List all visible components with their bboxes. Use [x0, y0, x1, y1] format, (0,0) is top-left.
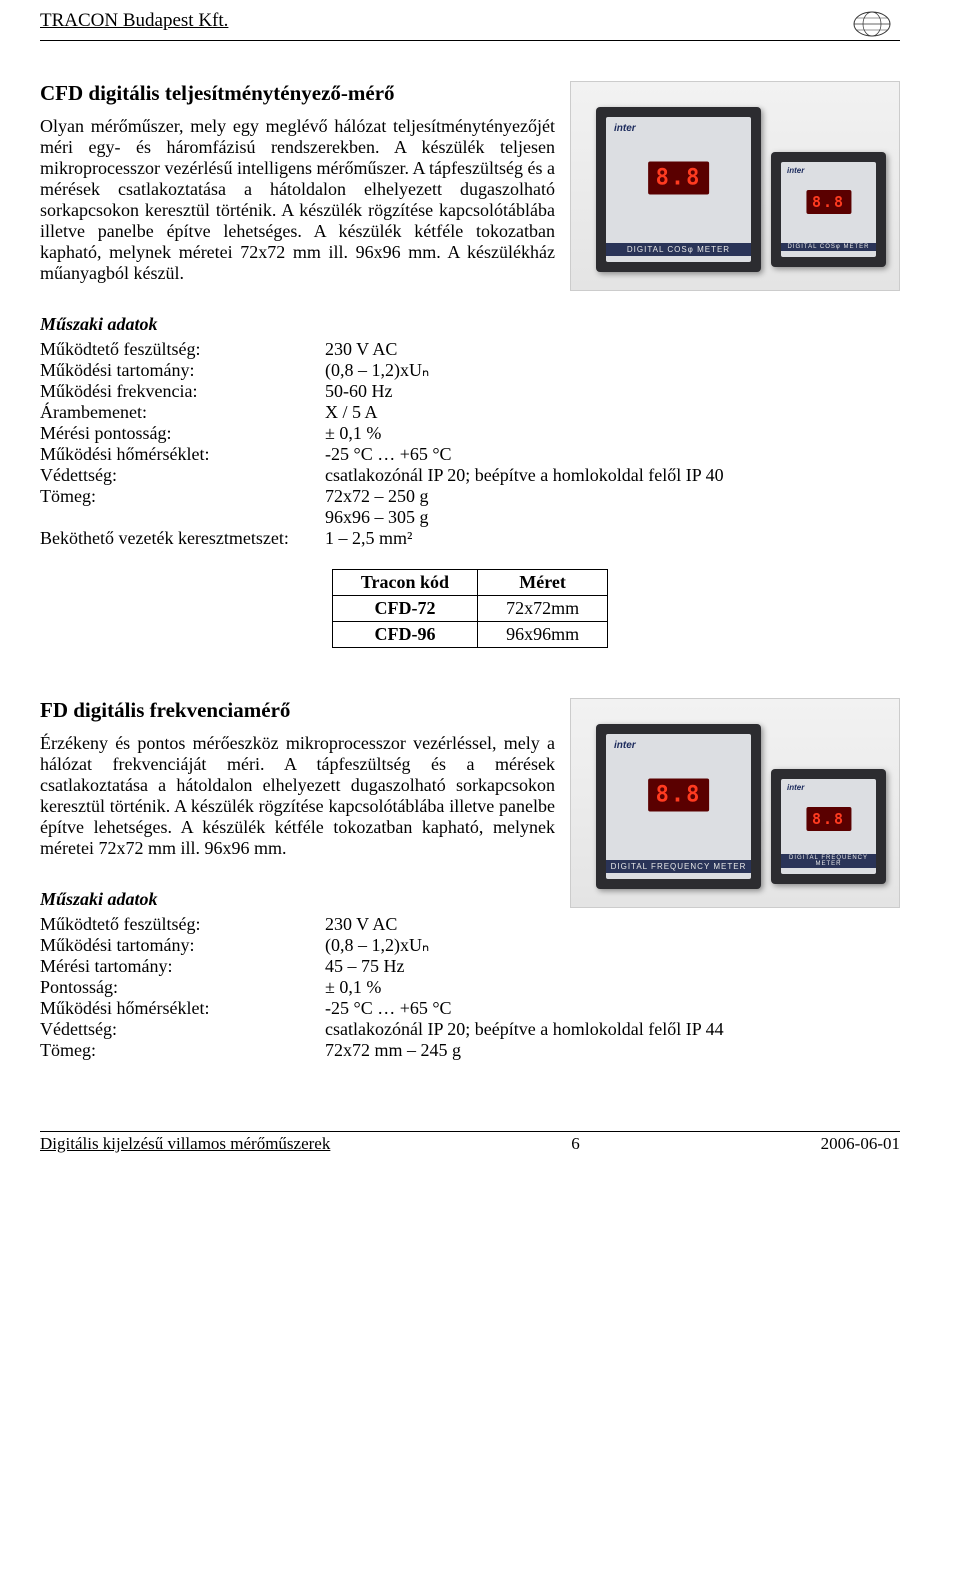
spec-row: Védettség:csatlakozónál IP 20; beépítve …: [40, 1019, 900, 1040]
spec-row: Működési frekvencia:50-60 Hz: [40, 381, 900, 402]
device-brand-label: inter: [614, 123, 636, 134]
section-cfd: inter 8.8 DIGITAL COSφ METER inter 8.8 D…: [40, 81, 900, 648]
spec-list-cfd: Működtető feszültség:230 V ACMűködési ta…: [40, 339, 900, 549]
spec-value: 72x72 – 250 g: [325, 486, 900, 507]
device-display-large: 8.8: [648, 778, 710, 811]
device-brand-label: inter: [787, 166, 804, 175]
device-strip-label: DIGITAL COSφ METER: [606, 243, 751, 256]
company-logo: [850, 10, 900, 40]
spec-row: Árambemenet:X / 5 A: [40, 402, 900, 423]
spec-row: Mérési pontosság:± 0,1 %: [40, 423, 900, 444]
spec-row: Védettség:csatlakozónál IP 20; beépítve …: [40, 465, 900, 486]
spec-row: Működtető feszültség:230 V AC: [40, 339, 900, 360]
device-brand-label: inter: [614, 740, 636, 751]
spec-key: Működtető feszültség:: [40, 914, 325, 935]
spec-value: 230 V AC: [325, 339, 900, 360]
product-image-cfd: inter 8.8 DIGITAL COSφ METER inter 8.8 D…: [570, 81, 900, 291]
footer-date: 2006-06-01: [821, 1134, 900, 1154]
spec-key: Védettség:: [40, 1019, 325, 1040]
spec-row: Beköthető vezeték keresztmetszet:1 – 2,5…: [40, 528, 900, 549]
page-footer: Digitális kijelzésű villamos mérőműszere…: [40, 1131, 900, 1154]
spec-key: Tömeg:: [40, 1040, 325, 1061]
product-image-fd: inter 8.8 DIGITAL FREQUENCY METER inter …: [570, 698, 900, 908]
spec-value: 230 V AC: [325, 914, 555, 935]
spec-value: 96x96 – 305 g: [325, 507, 900, 528]
spec-row: Működtető feszültség:230 V AC: [40, 914, 555, 935]
spec-value: csatlakozónál IP 20; beépítve a homlokol…: [325, 465, 900, 486]
spec-row: Pontosság:± 0,1 %: [40, 977, 900, 998]
device-display-small: 8.8: [806, 190, 851, 214]
codes-table: Tracon kódMéretCFD-7272x72mmCFD-9696x96m…: [332, 569, 608, 648]
spec-key: Működtető feszültség:: [40, 339, 325, 360]
spec-key: Mérési pontosság:: [40, 423, 325, 444]
device-strip-label: DIGITAL FREQUENCY METER: [781, 854, 876, 868]
table-cell: 72x72mm: [478, 596, 608, 622]
spec-row: Tömeg:72x72 mm – 245 g: [40, 1040, 900, 1061]
spec-value: csatlakozónál IP 20; beépítve a homlokol…: [325, 1019, 900, 1040]
page-header: TRACON Budapest Kft.: [40, 10, 900, 41]
device-strip-label: DIGITAL COSφ METER: [781, 243, 876, 251]
spec-row: 96x96 – 305 g: [40, 507, 900, 528]
spec-value: (0,8 – 1,2)xUₙ: [325, 935, 900, 956]
spec-key: Működési tartomány:: [40, 935, 325, 956]
spec-key: Védettség:: [40, 465, 325, 486]
spec-key: Pontosság:: [40, 977, 325, 998]
spec-key: Árambemenet:: [40, 402, 325, 423]
spec-value: X / 5 A: [325, 402, 900, 423]
table-row: CFD-9696x96mm: [332, 622, 607, 648]
spec-key: Beköthető vezeték keresztmetszet:: [40, 528, 325, 549]
specs-heading: Műszaki adatok: [40, 314, 900, 335]
spec-key: [40, 507, 325, 528]
table-cell: 96x96mm: [478, 622, 608, 648]
spec-row: Működési hőmérséklet:-25 °C … +65 °C: [40, 998, 900, 1019]
device-brand-label: inter: [787, 783, 804, 792]
spec-value: ± 0,1 %: [325, 423, 900, 444]
spec-key: Működési hőmérséklet:: [40, 444, 325, 465]
table-header-cell: Méret: [478, 570, 608, 596]
table-header-cell: Tracon kód: [332, 570, 477, 596]
spec-value: -25 °C … +65 °C: [325, 998, 900, 1019]
spec-value: ± 0,1 %: [325, 977, 900, 998]
spec-key: Tömeg:: [40, 486, 325, 507]
spec-row: Működési tartomány:(0,8 – 1,2)xUₙ: [40, 360, 900, 381]
spec-key: Működési hőmérséklet:: [40, 998, 325, 1019]
spec-value: 1 – 2,5 mm²: [325, 528, 900, 549]
spec-value: (0,8 – 1,2)xUₙ: [325, 360, 900, 381]
spec-key: Működési frekvencia:: [40, 381, 325, 402]
spec-row: Mérési tartomány:45 – 75 Hz: [40, 956, 900, 977]
section-fd: inter 8.8 DIGITAL FREQUENCY METER inter …: [40, 698, 900, 1081]
spec-value: 72x72 mm – 245 g: [325, 1040, 900, 1061]
spec-row: Működési tartomány:(0,8 – 1,2)xUₙ: [40, 935, 900, 956]
company-name: TRACON Budapest Kft.: [40, 10, 228, 32]
spec-value: 50-60 Hz: [325, 381, 900, 402]
footer-title: Digitális kijelzésű villamos mérőműszere…: [40, 1134, 330, 1154]
table-row: CFD-7272x72mm: [332, 596, 607, 622]
spec-row: Tömeg:72x72 – 250 g: [40, 486, 900, 507]
spec-key: Működési tartomány:: [40, 360, 325, 381]
spec-value: -25 °C … +65 °C: [325, 444, 900, 465]
globe-icon: [850, 10, 894, 38]
table-cell: CFD-72: [332, 596, 477, 622]
device-display-large: 8.8: [648, 161, 710, 194]
device-strip-label: DIGITAL FREQUENCY METER: [606, 860, 751, 873]
footer-page-number: 6: [571, 1134, 580, 1154]
spec-key: Mérési tartomány:: [40, 956, 325, 977]
table-cell: CFD-96: [332, 622, 477, 648]
spec-list-fd: Működtető feszültség:230 V ACMűködési ta…: [40, 914, 900, 1061]
spec-value: 45 – 75 Hz: [325, 956, 900, 977]
spec-row: Működési hőmérséklet:-25 °C … +65 °C: [40, 444, 900, 465]
device-display-small: 8.8: [806, 807, 851, 831]
